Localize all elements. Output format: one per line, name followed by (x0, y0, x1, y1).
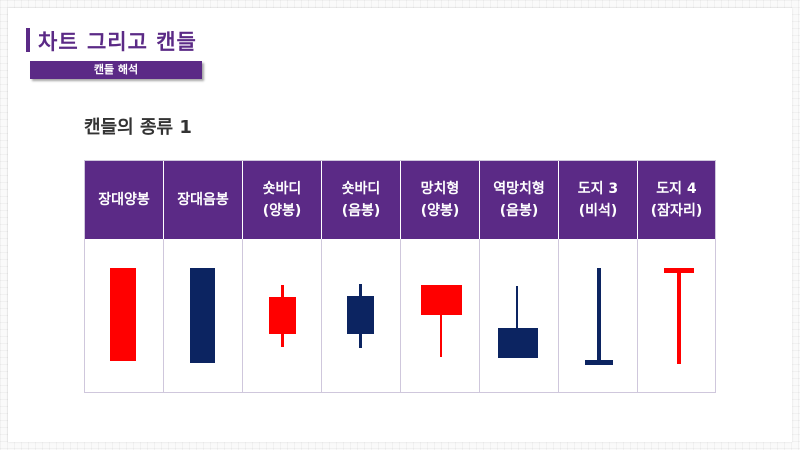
header-label: 망치형 (420, 181, 460, 197)
header-sublabel: (양봉) (262, 203, 302, 219)
body-cell-short-body-bullish (243, 239, 322, 392)
header-label: 도지 3 (577, 181, 619, 197)
body-cell-long-bullish (85, 239, 164, 392)
header-cell-long-bearish: 장대음봉 (164, 161, 243, 239)
candle-body (190, 268, 215, 363)
header-sublabel: (음봉) (499, 203, 539, 219)
body-cell-gravestone-doji (559, 239, 638, 392)
doji-line (585, 360, 613, 365)
table-body-row (85, 239, 715, 392)
body-cell-inverted-hammer (480, 239, 559, 392)
header-sublabel: (음봉) (341, 203, 381, 219)
header-cell-short-body-bearish: 숏바디 (음봉) (322, 161, 401, 239)
candle-body (498, 328, 538, 358)
doji-line (664, 268, 694, 273)
page-title: 차트 그리고 캔들 (38, 30, 197, 54)
header-cell-gravestone-doji: 도지 3 (비석) (559, 161, 638, 239)
doji-shadow (677, 273, 681, 364)
candle-wick (440, 315, 442, 357)
header-label: 숏바디 (341, 181, 381, 197)
header-cell-dragonfly-doji: 도지 4 (잠자리) (638, 161, 715, 239)
title-accent-bar (26, 28, 30, 52)
header-cell-short-body-bullish: 숏바디 (양봉) (243, 161, 322, 239)
table-header-row: 장대양봉 장대음봉 숏바디 (양봉) 숏바디 (음봉) 망치형 (양봉) 역망치… (85, 161, 715, 239)
doji-shadow (597, 268, 601, 360)
body-cell-long-bearish (164, 239, 243, 392)
candle-body (347, 296, 374, 334)
body-cell-hammer (401, 239, 480, 392)
header-label: 장대양봉 (98, 192, 150, 208)
subtitle-band: 캔들 해석 (30, 61, 202, 79)
header-cell-hammer: 망치형 (양봉) (401, 161, 480, 239)
section-heading: 캔들의 종류 1 (84, 117, 192, 138)
candle-wick (516, 286, 518, 328)
header-sublabel: (양봉) (420, 203, 460, 219)
candle-types-table: 장대양봉 장대음봉 숏바디 (양봉) 숏바디 (음봉) 망치형 (양봉) 역망치… (84, 160, 716, 393)
header-sublabel: (잠자리) (650, 203, 703, 219)
candle-body (269, 297, 296, 334)
header-label: 역망치형 (493, 181, 545, 197)
header-cell-long-bullish: 장대양봉 (85, 161, 164, 239)
header-label: 장대음봉 (177, 192, 229, 208)
header-cell-inverted-hammer: 역망치형 (음봉) (480, 161, 559, 239)
header-sublabel: (비석) (578, 203, 618, 219)
header-label: 도지 4 (656, 181, 697, 197)
candle-body (421, 285, 462, 315)
body-cell-dragonfly-doji (638, 239, 715, 392)
header-label: 숏바디 (262, 181, 302, 197)
body-cell-short-body-bearish (322, 239, 401, 392)
candle-body (110, 268, 136, 361)
